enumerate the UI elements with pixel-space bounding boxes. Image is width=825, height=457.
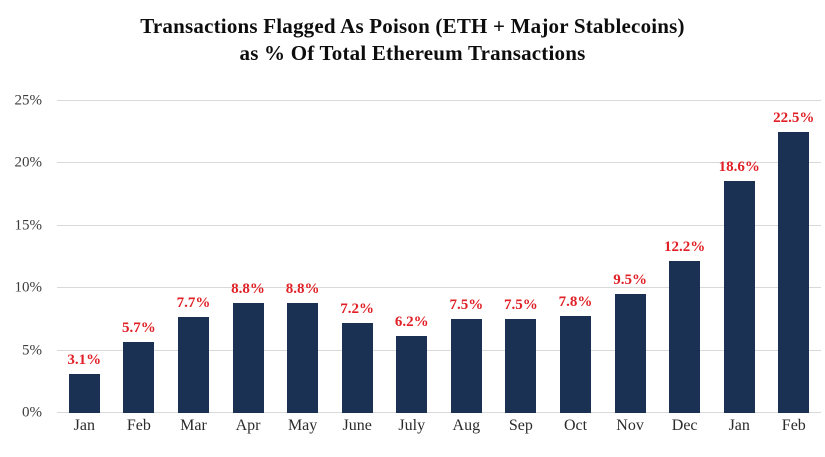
gridline (57, 412, 821, 413)
bar-value-label: 22.5% (773, 110, 815, 127)
bar-column: 7.2% (330, 101, 385, 413)
bar-column: 7.5% (439, 101, 494, 413)
bar-value-label: 5.7% (121, 319, 156, 336)
bar (232, 303, 264, 413)
bar (778, 132, 810, 413)
bar-column: 18.6% (712, 101, 767, 413)
x-axis-tick-label: Nov (616, 417, 644, 434)
y-axis-tick-label: 15% (14, 217, 43, 234)
bar-chart: Transactions Flagged As Poison (ETH + Ma… (0, 13, 825, 457)
bar (723, 180, 755, 413)
bar (559, 315, 591, 413)
bar-value-label: 3.1% (67, 352, 102, 369)
bar-value-label: 7.8% (558, 293, 593, 310)
bar-value-label: 7.5% (504, 297, 538, 314)
y-axis-tick-label: 5% (22, 342, 42, 359)
x-axis-tick-label: Aug (452, 417, 481, 434)
bar-value-label: 8.8% (231, 281, 265, 298)
bar (505, 319, 537, 413)
bar-column: 8.8% (221, 101, 276, 413)
gridline (57, 162, 821, 164)
bar (669, 260, 701, 413)
bar-column: 22.5% (767, 101, 822, 413)
chart-title-line1: Transactions Flagged As Poison (ETH + Ma… (140, 14, 685, 38)
x-axis-tick-label: Apr (235, 417, 261, 434)
x-axis-tick-label: Oct (563, 417, 588, 434)
bar (614, 294, 646, 413)
x-axis-tick-label: Jan (728, 417, 750, 434)
y-axis: 0% 5% 10% 15% 20% 25% (0, 93, 50, 421)
bar-value-label: 12.2% (664, 238, 706, 255)
x-axis-tick-label: Jan (73, 417, 95, 434)
x-axis-tick-label: Dec (671, 417, 698, 434)
plot-wrapper: 0% 5% 10% 15% 20% 25% 3.1% 5.7% 7.7% 8.8% 8.8% 7.2… (0, 93, 825, 421)
x-axis-tick-label: July (398, 417, 426, 434)
x-axis-tick-label: Feb (126, 417, 151, 434)
y-axis-tick-label: 0% (22, 404, 42, 421)
gridline (57, 100, 821, 101)
y-axis-tick-label: 25% (14, 92, 43, 109)
bar-column: 7.8% (548, 101, 603, 413)
gridline (57, 224, 821, 226)
bar-value-label: 9.5% (613, 272, 647, 289)
bar-value-label: 7.2% (340, 301, 375, 318)
y-axis-tick-label: 10% (14, 279, 43, 296)
x-axis: Jan Feb Mar Apr May June July Aug Sep Oct Nov Dec Ja… (57, 417, 821, 435)
bar (287, 303, 319, 413)
bar-value-label: 18.6% (718, 158, 760, 175)
bar-column: 5.7% (112, 101, 167, 413)
bar (68, 374, 100, 413)
x-axis-tick-label: May (287, 417, 318, 434)
bar-value-label: 7.7% (176, 294, 211, 311)
bar-value-label: 8.8% (285, 281, 320, 298)
x-axis-tick-label: Sep (508, 417, 533, 434)
plot-area: 3.1% 5.7% 7.7% 8.8% 8.8% 7.2% 6.2% 7.5% 7.5% 7.8%… (57, 100, 821, 413)
chart-title: Transactions Flagged As Poison (ETH + Ma… (0, 13, 825, 67)
bar-value-label: 7.5% (449, 297, 484, 314)
y-axis-tick-label: 20% (14, 154, 43, 171)
bar-value-label: 6.2% (394, 313, 429, 330)
bar-column: 8.8% (275, 101, 330, 413)
bar-column: 12.2% (657, 101, 712, 413)
x-axis-tick-label: Mar (180, 417, 207, 434)
x-axis-tick-label: June (342, 417, 372, 434)
bar-column: 7.7% (166, 101, 221, 413)
bars-row: 3.1% 5.7% 7.7% 8.8% 8.8% 7.2% 6.2% 7.5% 7.5% 7.8%… (57, 101, 821, 413)
bar (450, 319, 482, 413)
bar-column: 7.5% (494, 101, 549, 413)
gridline (57, 287, 821, 289)
bar (341, 323, 373, 413)
bar (396, 335, 428, 413)
bar-column: 9.5% (603, 101, 658, 413)
bar (123, 341, 155, 413)
chart-title-line2: as % Of Total Ethereum Transactions (239, 41, 586, 65)
bar-column: 6.2% (384, 101, 439, 413)
bar-column: 3.1% (57, 101, 112, 413)
bar (177, 316, 209, 413)
gridline (57, 349, 821, 351)
x-axis-tick-label: Feb (781, 417, 806, 434)
